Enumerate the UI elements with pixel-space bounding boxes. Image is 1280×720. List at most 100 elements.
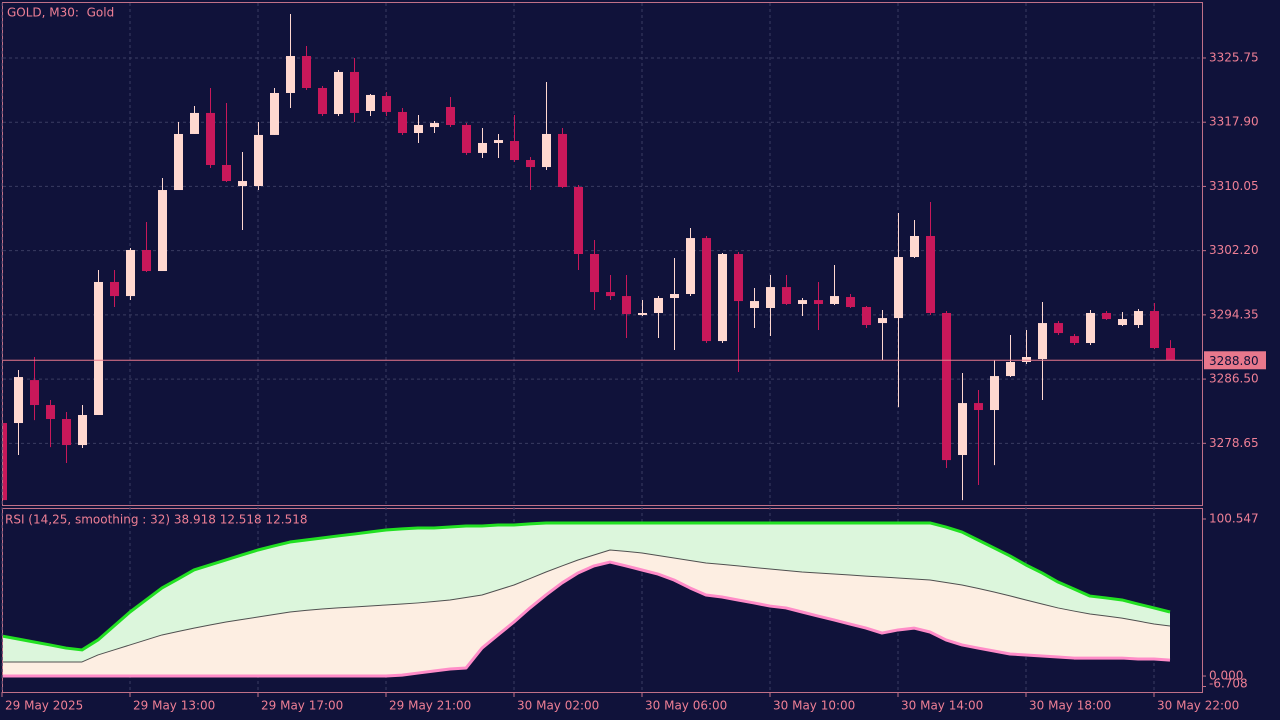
x-tick-label: 30 May 14:00	[901, 699, 983, 713]
candle-body	[718, 254, 727, 342]
indicator-line	[3, 549, 1171, 663]
indicator-line	[3, 560, 1171, 678]
candle-body	[750, 301, 759, 308]
candle-body	[702, 238, 711, 342]
candle-body	[446, 106, 455, 125]
indicator-pane-border	[2, 508, 1203, 693]
candle-body	[318, 88, 327, 115]
candle-body	[1134, 311, 1143, 326]
candle-body	[558, 133, 567, 187]
candle-body	[958, 403, 967, 456]
candle-body	[782, 287, 791, 304]
candle-body	[1022, 357, 1031, 362]
x-tick-label: 30 May 02:00	[517, 699, 599, 713]
candle-body	[1118, 319, 1127, 326]
candle-body	[878, 318, 887, 324]
candle-body	[1006, 361, 1015, 377]
candle-body	[158, 190, 167, 272]
candle-body	[14, 377, 23, 424]
labels: GOLD, M30: Gold RSI (14,25, smoothing : …	[1, 6, 1266, 713]
candle-body	[142, 249, 151, 272]
candle-body	[126, 249, 135, 297]
candle-body	[222, 164, 231, 182]
y-tick-label: 3294.35	[1209, 307, 1259, 321]
candle-body	[686, 238, 695, 295]
x-tick-label: 30 May 10:00	[773, 699, 855, 713]
candle-body	[926, 236, 935, 313]
candle-body	[398, 111, 407, 133]
candle-body	[46, 405, 55, 420]
candle-body	[110, 281, 119, 297]
x-tick-label: 29 May 2025	[5, 699, 83, 713]
candle-body	[606, 292, 615, 297]
candle-body	[3, 423, 7, 501]
candle-body	[798, 300, 807, 304]
last-price-label: 3288.80	[1209, 354, 1259, 368]
candle-body	[1150, 311, 1159, 349]
main-pane-border	[2, 2, 1203, 506]
candle-body	[590, 254, 599, 293]
y-tick-label: 3278.65	[1209, 436, 1259, 450]
candle-body	[94, 281, 103, 416]
candle-body	[366, 94, 375, 111]
x-tick-label: 30 May 18:00	[1029, 699, 1111, 713]
candle-body	[574, 186, 583, 254]
y2-tick-label: -6.708	[1209, 677, 1248, 691]
candle-body	[910, 236, 919, 258]
price-plot	[3, 13, 1202, 501]
candle-body	[414, 124, 423, 133]
candle-body	[1086, 312, 1095, 344]
candle-body	[238, 181, 247, 187]
candle-body	[1054, 323, 1063, 334]
y2-tick-label: 100.547	[1209, 512, 1259, 526]
candle-body	[1102, 312, 1111, 320]
candle-body	[622, 296, 631, 315]
y-tick-label: 3310.05	[1209, 179, 1259, 193]
candle-body	[814, 300, 823, 304]
candle-body	[1070, 336, 1079, 344]
x-tick-label: 29 May 13:00	[133, 699, 215, 713]
candle-body	[478, 142, 487, 153]
indicator-plot	[3, 521, 1171, 678]
y2-tick-label: 0.000	[1209, 669, 1243, 683]
chart-title: GOLD, M30: Gold	[7, 6, 114, 20]
candle-body	[526, 159, 535, 168]
y-tick-label: 3302.20	[1209, 243, 1259, 257]
candle-body	[1166, 348, 1175, 361]
band-fill-lower	[3, 549, 1170, 677]
candle-body	[734, 254, 743, 302]
x-tick-label: 30 May 06:00	[645, 699, 727, 713]
candle-body	[942, 312, 951, 461]
candle-body	[862, 307, 871, 326]
candle-body	[206, 112, 215, 165]
band-fill-upper	[3, 522, 1170, 662]
candle-body	[670, 294, 679, 299]
candle-body	[494, 140, 503, 143]
x-tick-label: 29 May 17:00	[261, 699, 343, 713]
indicator-title: RSI (14,25, smoothing : 32) 38.918 12.51…	[5, 513, 308, 527]
candle-body	[894, 257, 903, 319]
candle-body	[190, 112, 199, 134]
candle-body	[270, 92, 279, 135]
candle-body	[302, 56, 311, 89]
candle-body	[430, 123, 439, 128]
candle-body	[78, 415, 87, 446]
candle-body	[286, 56, 295, 93]
candle-body	[830, 296, 839, 304]
x-tick-label: 30 May 22:00	[1157, 699, 1239, 713]
candle-body	[254, 134, 263, 187]
candle-body	[846, 297, 855, 308]
y-tick-label: 3325.75	[1209, 50, 1259, 64]
candle-body	[334, 71, 343, 115]
candle-body	[974, 403, 983, 411]
candle-body	[990, 376, 999, 411]
y-tick-label: 3286.50	[1209, 372, 1259, 386]
candle-body	[350, 71, 359, 113]
candle-body	[62, 419, 71, 446]
candle-body	[766, 287, 775, 308]
candle-body	[30, 380, 39, 406]
candle-body	[542, 133, 551, 168]
candle-body	[654, 298, 663, 313]
